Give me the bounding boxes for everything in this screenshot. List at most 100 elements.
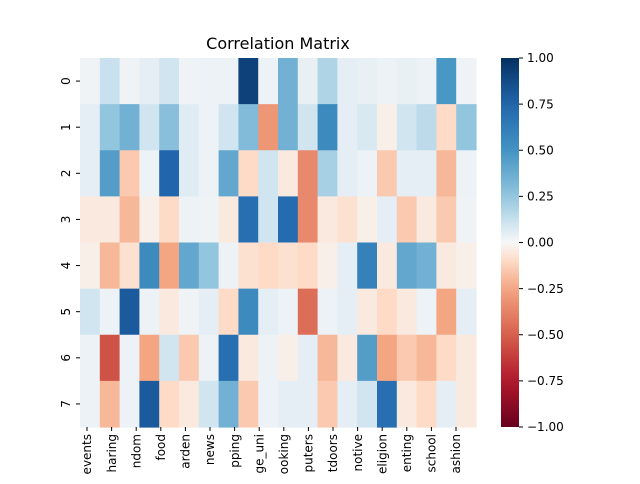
heatmap-cell (357, 242, 378, 290)
heatmap-cell (337, 380, 358, 428)
heatmap-cell (337, 104, 358, 151)
heatmap-cell (396, 150, 418, 197)
heatmap-cell (317, 150, 338, 197)
heatmap-cell (258, 196, 279, 244)
x-tick-label: events (80, 434, 94, 474)
heatmap-cell (416, 196, 437, 244)
colorbar-tick-label: −1.00 (527, 420, 564, 434)
heatmap-cell (99, 150, 121, 197)
x-tick-label: eligion (375, 434, 389, 474)
heatmap-cell (396, 242, 418, 290)
heatmap-cell (297, 288, 319, 336)
x-tick-label: enting (400, 434, 414, 472)
heatmap-cell (317, 196, 338, 244)
heatmap-cell (198, 380, 220, 428)
heatmap-cell (258, 242, 279, 290)
heatmap-cell (80, 380, 101, 428)
heatmap-cell (337, 288, 358, 336)
heatmap-cell (238, 104, 259, 151)
heatmap-cell (357, 104, 378, 151)
heatmap-cell (436, 104, 457, 151)
heatmap-cell (278, 58, 299, 105)
heatmap-cell (80, 242, 101, 290)
x-tick-label: food (154, 434, 168, 461)
heatmap-cell (456, 58, 477, 105)
colorbar: −1.00 −0.75 −0.50 −0.25 0.00 0.25 0.50 0.75 1.00 (501, 51, 564, 434)
heatmap-cell (238, 380, 259, 428)
y-tick-label: 4 (59, 262, 73, 270)
heatmap-cell (179, 58, 200, 105)
heatmap-cell (139, 150, 160, 197)
heatmap-cell (179, 104, 200, 151)
heatmap-cell (179, 150, 200, 197)
heatmap-cell (357, 334, 378, 382)
heatmap-cell (198, 242, 220, 290)
x-tick-label: ooking (277, 434, 291, 474)
heatmap-cell (377, 380, 398, 428)
heatmap-cell (218, 58, 239, 105)
heatmap-cell (416, 104, 437, 151)
heatmap-cell (218, 104, 239, 151)
heatmap-cell (377, 334, 398, 382)
heatmap-cell (80, 104, 101, 151)
heatmap-cell (80, 196, 101, 244)
heatmap-cell (238, 334, 259, 382)
heatmap-cell (99, 288, 121, 336)
heatmap-cell (119, 58, 140, 105)
x-tick-label: school (425, 434, 439, 472)
x-tick-label: arden (179, 434, 193, 469)
colorbar-tick-label: 0.50 (527, 143, 554, 157)
heatmap-cell (80, 334, 101, 382)
chart-title: Correlation Matrix (206, 34, 350, 53)
heatmap-cell (317, 380, 338, 428)
heatmap-cell (396, 380, 418, 428)
heatmap-cell (357, 196, 378, 244)
heatmap-cell (218, 242, 239, 290)
heatmap-cell (119, 380, 140, 428)
y-tick-label: 7 (59, 400, 73, 408)
heatmap-cell (278, 380, 299, 428)
heatmap-cell (179, 380, 200, 428)
heatmap-cell (377, 288, 398, 336)
heatmap-cell (119, 288, 140, 336)
heatmap-cell (218, 288, 239, 336)
heatmap-cell (456, 380, 477, 428)
heatmap-cell (278, 334, 299, 382)
heatmap-cell (238, 150, 259, 197)
heatmap-cell (139, 196, 160, 244)
heatmap-cells (80, 58, 477, 428)
heatmap-cell (297, 58, 319, 105)
heatmap-cell (119, 104, 140, 151)
heatmap-cell (198, 58, 220, 105)
heatmap-cell (99, 58, 121, 105)
colorbar-tick-label: 1.00 (527, 51, 554, 65)
heatmap-cell (357, 380, 378, 428)
heatmap-cell (159, 380, 180, 428)
heatmap-cell (297, 104, 319, 151)
heatmap-cell (337, 58, 358, 105)
colorbar-tick-label: 0.75 (527, 97, 554, 111)
heatmap-cell (396, 196, 418, 244)
heatmap-cell (198, 104, 220, 151)
heatmap-cell (416, 288, 437, 336)
heatmap-cell (297, 242, 319, 290)
heatmap-cell (119, 150, 140, 197)
heatmap-cell (139, 334, 160, 382)
colorbar-tick-label: 0.00 (527, 236, 554, 250)
x-tick-label: news (203, 434, 217, 465)
heatmap-cell (278, 150, 299, 197)
y-tick-label: 0 (59, 77, 73, 85)
colorbar-tick-label: −0.50 (527, 328, 564, 342)
heatmap-cell (396, 334, 418, 382)
heatmap-cell (139, 242, 160, 290)
x-tick-label: notive (351, 434, 365, 471)
colorbar-gradient (501, 58, 519, 427)
heatmap-cell (218, 150, 239, 197)
heatmap-cell (80, 150, 101, 197)
y-tick-label: 5 (59, 308, 73, 316)
heatmap-cell (179, 242, 200, 290)
heatmap-cell (456, 334, 477, 382)
heatmap-cell (456, 104, 477, 151)
heatmap-cell (159, 288, 180, 336)
